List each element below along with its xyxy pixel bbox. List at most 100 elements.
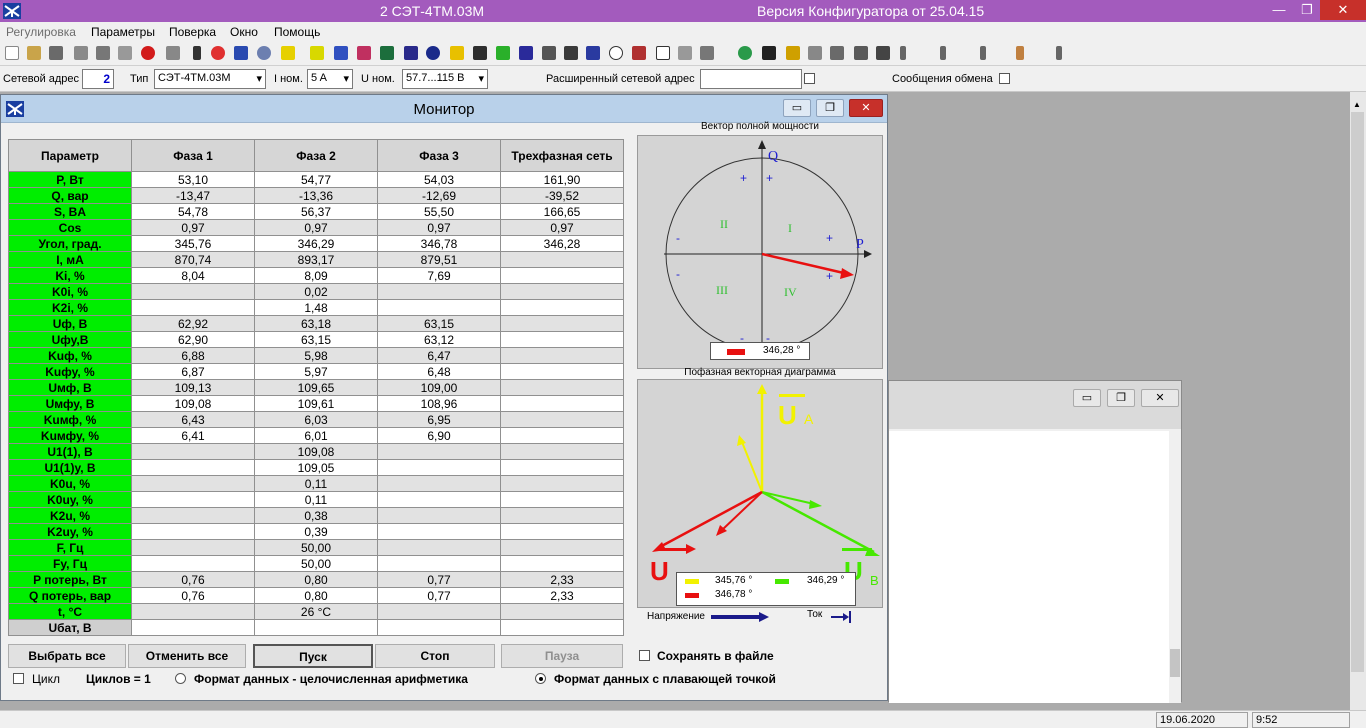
restore-button[interactable]: ❐ (1301, 2, 1313, 17)
tool-icon[interactable] (876, 46, 890, 60)
param-name-cell[interactable]: Uф, B (8, 315, 132, 332)
param-name-cell[interactable]: Угол, град. (8, 235, 132, 252)
globe-icon[interactable] (257, 46, 271, 60)
param-name-cell[interactable]: K2i, % (8, 299, 132, 316)
param-name-cell[interactable]: K2u, % (8, 507, 132, 524)
param-name-cell[interactable]: P, Вт (8, 171, 132, 188)
battery-icon[interactable] (940, 46, 946, 60)
inom-select[interactable]: 5 A (307, 69, 353, 89)
main-scrollbar[interactable]: ▲ (1350, 92, 1366, 710)
param-name-cell[interactable]: Uмфу, B (8, 395, 132, 412)
close-button[interactable]: ✕ (1320, 0, 1366, 20)
secondary-scroll-thumb[interactable] (1170, 649, 1180, 677)
monitor-minimize-button[interactable]: ▭ (783, 99, 811, 117)
tool-icon[interactable] (808, 46, 822, 60)
menu-parametry[interactable]: Параметры (91, 25, 155, 39)
bar-chart-icon[interactable] (334, 46, 348, 60)
tool-icon[interactable] (830, 46, 844, 60)
tool-icon[interactable] (678, 46, 692, 60)
param-name-cell[interactable]: Kuф, % (8, 347, 132, 364)
pause-button[interactable]: Пауза (501, 644, 623, 668)
battery-icon[interactable] (900, 46, 906, 60)
param-name-cell[interactable]: K0u, % (8, 475, 132, 492)
tool-icon[interactable] (357, 46, 371, 60)
save-icon[interactable] (49, 46, 63, 60)
tool-icon[interactable] (1016, 46, 1024, 60)
tool-icon[interactable] (450, 46, 464, 60)
tool-icon[interactable] (310, 46, 324, 60)
monitor-close-button[interactable]: ✕ (849, 99, 883, 117)
tool-icon[interactable] (586, 46, 600, 60)
param-name-cell[interactable]: Q, вар (8, 187, 132, 204)
param-name-cell[interactable]: Uфу,B (8, 331, 132, 348)
win2-restore-button[interactable]: ❐ (1107, 389, 1135, 407)
stop-button[interactable]: Стоп (375, 644, 495, 668)
param-name-cell[interactable]: F, Гц (8, 539, 132, 556)
open-folder-icon[interactable] (27, 46, 41, 60)
device-icon[interactable] (193, 46, 201, 60)
param-name-cell[interactable]: K0uу, % (8, 491, 132, 508)
start-button[interactable]: Пуск (253, 644, 373, 668)
param-name-cell[interactable]: U1(1)у, B (8, 459, 132, 476)
scroll-thumb[interactable] (1351, 112, 1364, 672)
menu-regulirovka[interactable]: Регулировка (6, 25, 76, 39)
stop-icon[interactable] (141, 46, 155, 60)
win2-close-button[interactable]: ✕ (1141, 389, 1179, 407)
param-name-cell[interactable]: S, BA (8, 203, 132, 220)
select-all-button[interactable]: Выбрать все (8, 644, 126, 668)
tool-icon[interactable] (118, 46, 132, 60)
battery-icon[interactable] (1056, 46, 1062, 60)
menu-poverka[interactable]: Поверка (169, 25, 217, 39)
param-name-cell[interactable]: Uмф, B (8, 379, 132, 396)
param-name-cell[interactable]: K2uу, % (8, 523, 132, 540)
scales-icon[interactable] (542, 46, 556, 60)
cycle-checkbox[interactable] (13, 673, 24, 684)
param-name-cell[interactable]: Ki, % (8, 267, 132, 284)
battery-icon[interactable] (980, 46, 986, 60)
secondary-window-scrollbar[interactable] (1169, 431, 1181, 703)
print-preview-icon[interactable] (96, 46, 110, 60)
win2-minimize-button[interactable]: ▭ (1073, 389, 1101, 407)
param-name-cell[interactable]: K0i, % (8, 283, 132, 300)
param-name-cell[interactable]: P потерь, Вт (8, 571, 132, 588)
net-address-input[interactable]: 2 (82, 69, 114, 89)
param-name-cell[interactable]: U1(1), B (8, 443, 132, 460)
triangle-icon[interactable] (656, 46, 670, 60)
save-to-file-checkbox[interactable] (639, 650, 650, 661)
tool-icon[interactable] (786, 46, 800, 60)
checkmark-icon[interactable] (496, 46, 510, 60)
tool-icon[interactable] (281, 46, 295, 60)
tool-icon[interactable] (738, 46, 752, 60)
tool-icon[interactable] (854, 46, 868, 60)
menu-okno[interactable]: Окно (230, 25, 258, 39)
tool-icon[interactable] (632, 46, 646, 60)
tool-icon[interactable] (211, 46, 225, 60)
param-name-cell[interactable]: t, °C (8, 603, 132, 620)
exchange-messages-checkbox[interactable] (999, 73, 1010, 84)
tool-icon[interactable] (473, 46, 487, 60)
param-name-cell[interactable]: Fу, Гц (8, 555, 132, 572)
param-name-cell[interactable]: Q потерь, вар (8, 587, 132, 604)
param-name-cell[interactable]: Kuфу, % (8, 363, 132, 380)
info-icon[interactable] (426, 46, 440, 60)
sigma-icon[interactable] (762, 46, 776, 60)
tool-icon[interactable] (564, 46, 578, 60)
type-select[interactable]: СЭТ-4ТМ.03М (154, 69, 266, 89)
param-name-cell[interactable]: Kuмф, % (8, 411, 132, 428)
ext-address-checkbox[interactable] (804, 73, 815, 84)
param-name-cell[interactable]: Kuмфу, % (8, 427, 132, 444)
menu-pomosh[interactable]: Помощь (274, 25, 321, 39)
param-name-cell[interactable]: Cos (8, 219, 132, 236)
ext-address-input[interactable] (700, 69, 802, 89)
unom-select[interactable]: 57.7...115 B (402, 69, 488, 89)
monitor-restore-button[interactable]: ❐ (816, 99, 844, 117)
tool-icon[interactable] (519, 46, 533, 60)
param-name-cell[interactable]: I, мА (8, 251, 132, 268)
scroll-up-icon[interactable]: ▲ (1353, 100, 1361, 109)
format-int-radio[interactable] (175, 673, 186, 684)
cancel-all-button[interactable]: Отменить все (128, 644, 246, 668)
tool-icon[interactable] (166, 46, 180, 60)
new-file-icon[interactable] (5, 46, 19, 60)
print-icon[interactable] (74, 46, 88, 60)
clock-icon[interactable] (609, 46, 623, 60)
